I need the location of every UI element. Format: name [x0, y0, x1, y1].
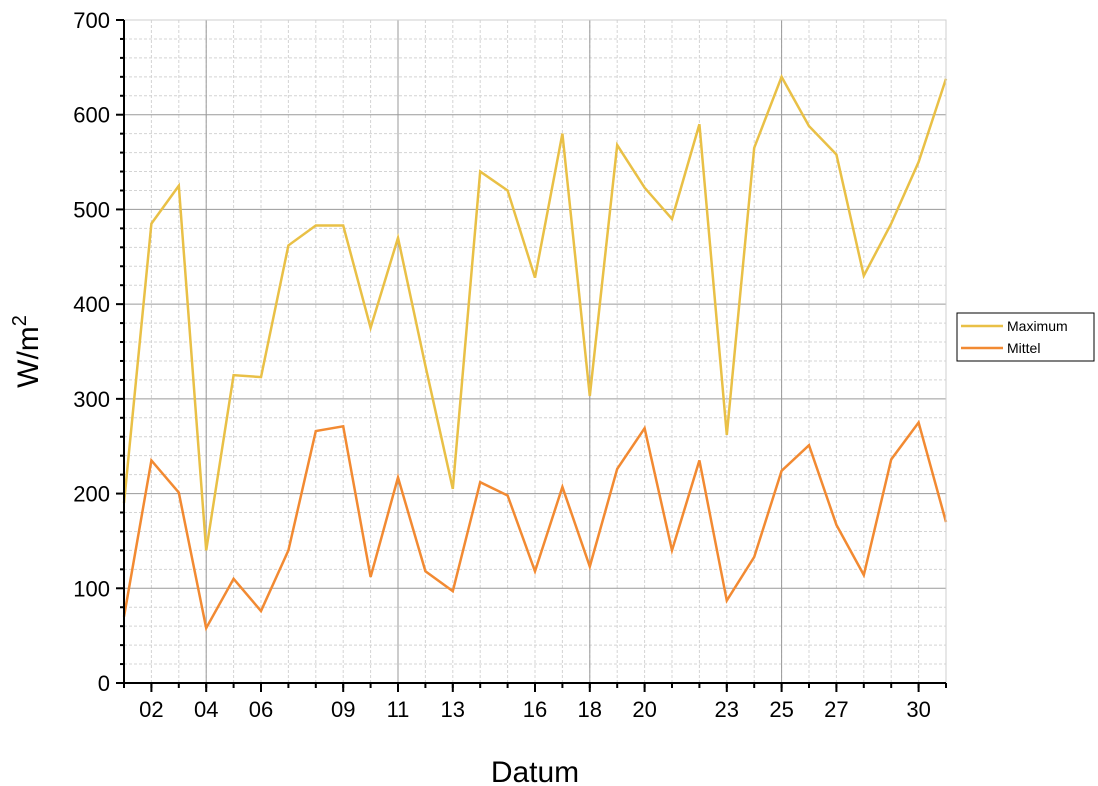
x-axis-title: Datum	[491, 756, 579, 786]
y-axis-title-unit: W/m	[12, 326, 45, 388]
x-tick-label: 23	[715, 697, 739, 722]
axes	[116, 19, 947, 692]
x-tick-label: 20	[632, 697, 656, 722]
y-axis-title: W/m2	[9, 315, 45, 388]
y-tick-label: 700	[73, 8, 110, 33]
x-tick-label: 25	[769, 697, 793, 722]
major-grid	[124, 20, 946, 683]
x-tick-label: 09	[331, 697, 355, 722]
tick-labels: 0 100 200 300 400 500 600 700 02 04 06 09 11 13 16 18 20…	[73, 8, 931, 722]
y-tick-label: 600	[73, 103, 110, 128]
x-tick-label: 18	[578, 697, 602, 722]
x-tick-label: 13	[441, 697, 465, 722]
legend-box	[956, 312, 1095, 362]
y-tick-label: 300	[73, 387, 110, 412]
x-tick-label: 02	[139, 697, 163, 722]
x-tick-label: 16	[523, 697, 547, 722]
x-tick-label: 30	[906, 697, 930, 722]
series-layer	[122, 73, 948, 632]
x-tick-label: 06	[249, 697, 273, 722]
y-axis-title-superscript: 2	[9, 315, 31, 326]
y-tick-label: 0	[98, 671, 110, 696]
x-tick-label: 27	[824, 697, 848, 722]
y-tick-label: 200	[73, 482, 110, 507]
minor-grid	[124, 20, 946, 683]
y-tick-label: 500	[73, 197, 110, 222]
y-tick-label: 400	[73, 292, 110, 317]
y-tick-label: 100	[73, 576, 110, 601]
legend: Maximum Mittel	[956, 312, 1095, 362]
x-tick-label: 04	[194, 697, 218, 722]
legend-label-maximum: Maximum	[1007, 318, 1068, 334]
legend-label-mittel: Mittel	[1007, 340, 1040, 356]
x-tick-label: 11	[387, 697, 410, 722]
